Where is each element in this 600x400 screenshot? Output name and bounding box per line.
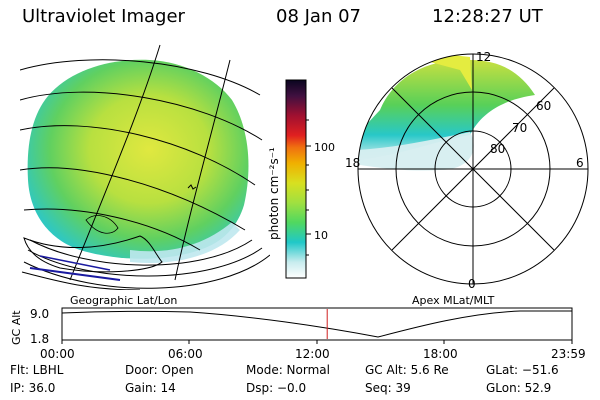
- status-gc-altitude: GC Alt: 5.6 Re: [365, 363, 449, 377]
- date-label: 08 Jan 07: [276, 6, 361, 27]
- status-glat: GLat: −51.6: [486, 363, 559, 377]
- geographic-label: Geographic Lat/Lon: [70, 294, 177, 307]
- time-tick-1800: 18:00: [423, 347, 458, 361]
- mlt-label-18: 18: [345, 156, 360, 170]
- status-seq: Seq: 39: [365, 381, 411, 395]
- altitude-tick-low: 1.8: [30, 332, 49, 346]
- altitude-axis-label: GC Alt: [10, 310, 23, 345]
- apex-label: Apex MLat/MLT: [412, 294, 495, 307]
- colorbar-tick-10: 10: [314, 229, 328, 242]
- mlt-label-12: 12: [476, 50, 491, 64]
- status-filter: Flt: LBHL: [10, 363, 64, 377]
- polar-plot: [357, 53, 589, 285]
- status-glon: GLon: 52.9: [486, 381, 552, 395]
- altitude-plot: [61, 307, 573, 344]
- altitude-tick-high: 9.0: [30, 307, 49, 321]
- status-gain: Gain: 14: [125, 381, 176, 395]
- colorbar-unit-label: photon cm⁻²s⁻¹: [267, 147, 281, 240]
- time-tick-0600: 06:00: [168, 347, 203, 361]
- app-title: Ultraviolet Imager: [22, 6, 185, 27]
- mlat-label-80: 80: [490, 142, 505, 156]
- status-door: Door: Open: [125, 363, 194, 377]
- status-mode: Mode: Normal: [246, 363, 330, 377]
- status-ip: IP: 36.0: [10, 381, 56, 395]
- time-tick-2359: 23:59: [551, 347, 586, 361]
- mlt-label-0: 0: [468, 277, 476, 291]
- time-label: 12:28:27 UT: [432, 6, 543, 27]
- colorbar-tick-100: 100: [314, 141, 335, 154]
- geographic-image: [20, 44, 270, 290]
- color-scale-bar: [285, 79, 311, 279]
- mlt-label-6: 6: [576, 156, 584, 170]
- status-dsp: Dsp: −0.0: [246, 381, 307, 395]
- mlat-label-70: 70: [512, 121, 527, 135]
- time-tick-1200: 12:00: [295, 347, 330, 361]
- time-tick-0000: 00:00: [40, 347, 75, 361]
- mlat-label-60: 60: [536, 99, 551, 113]
